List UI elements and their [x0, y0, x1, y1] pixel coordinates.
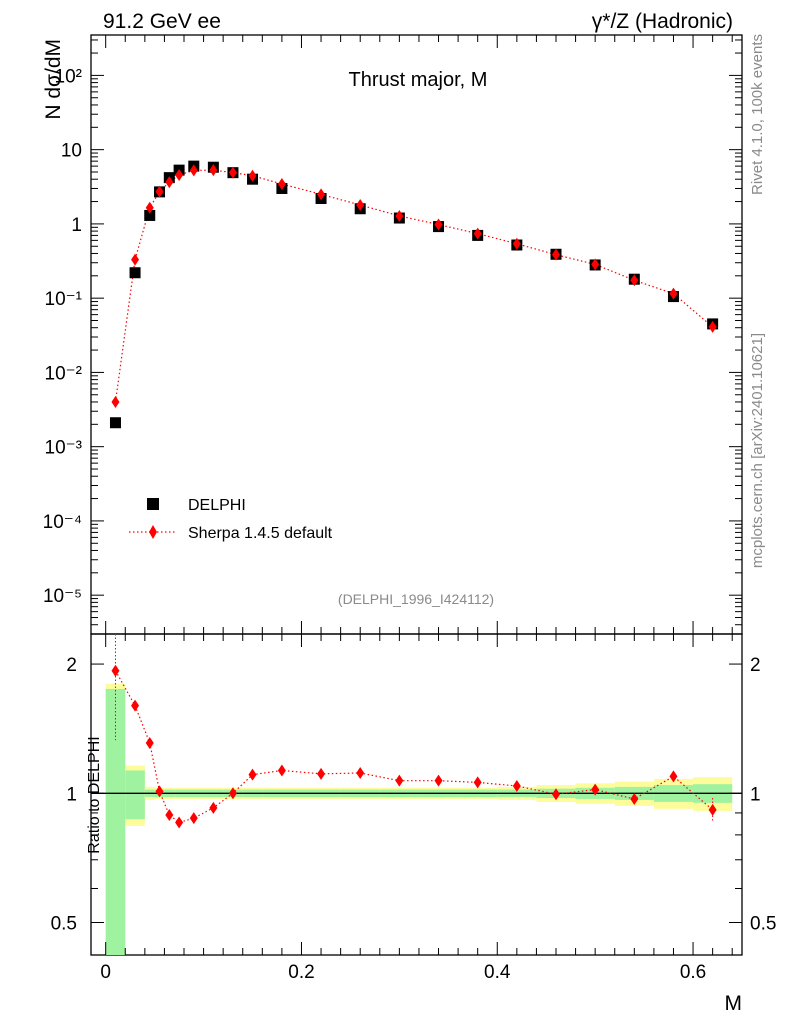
mcplots-label: mcplots.cern.ch [arXiv:2401.10621]	[749, 333, 766, 568]
ratio-mc-point	[669, 770, 678, 783]
mc-point	[473, 227, 482, 240]
ratio-mc-point	[248, 768, 257, 781]
stat-uncertainty-band	[125, 770, 145, 820]
ratio-y-tick-label-right: 1	[750, 784, 761, 805]
mc-point	[209, 164, 218, 177]
stat-uncertainty-band	[105, 688, 126, 955]
ratio-mc-point	[356, 766, 365, 779]
ratio-plot-panel: Ratio to DELPHI 0.5 0.5 1 1 2 2 0 0.2 0.4 0.6 M	[51, 633, 776, 1015]
ratio-mc-point	[189, 812, 198, 825]
ratio-mc-point	[145, 736, 154, 749]
main-y-tick-label: 10⁻¹	[45, 289, 83, 310]
mc-point	[228, 166, 237, 179]
x-tick-label: 0.2	[288, 962, 314, 983]
ratio-y-tick-label-left: 0.5	[51, 913, 77, 934]
mc-point	[317, 188, 326, 201]
main-y-axis-label: N dσ/dM	[42, 39, 65, 120]
ratio-mc-point	[155, 785, 164, 798]
data-point	[144, 209, 156, 221]
mc-point	[512, 237, 521, 250]
ratio-mc-point	[131, 699, 140, 712]
mc-point	[248, 169, 257, 182]
mc-point	[630, 274, 639, 287]
mc-point	[356, 198, 365, 211]
mc-point	[111, 395, 120, 408]
x-tick-label: 0.4	[484, 962, 511, 983]
ratio-mc-point	[111, 664, 120, 677]
main-y-tick-label: 10⁻⁴	[43, 512, 82, 533]
mc-point	[434, 218, 443, 231]
ratio-y-tick-label-right: 2	[750, 655, 761, 676]
ratio-mc-point	[630, 792, 639, 805]
ratio-mc-point	[591, 783, 600, 796]
main-frame	[90, 34, 743, 635]
mc-point	[395, 209, 404, 222]
data-point	[129, 267, 141, 279]
mc-point	[175, 169, 184, 182]
x-tick-label: 0	[100, 962, 111, 983]
analysis-tag: (DELPHI_1996_I424112)	[338, 591, 494, 607]
ratio-y-tick-label-left: 2	[66, 655, 77, 676]
mc-point	[669, 287, 678, 300]
mc-point	[277, 177, 286, 190]
mc-point	[165, 176, 174, 189]
legend: DELPHI Sherpa 1.4.5 default	[129, 497, 333, 542]
mc-point	[552, 248, 560, 261]
ratio-mc-point	[228, 787, 237, 800]
ratio-mc-point	[175, 816, 184, 829]
energy-label: 91.2 GeV ee	[103, 10, 221, 33]
x-tick-label: 0.6	[680, 962, 706, 983]
ratio-y-tick-label-right: 0.5	[750, 913, 776, 934]
rivet-label: Rivet 4.1.0, 100k events	[749, 34, 766, 195]
process-label: γ*/Z (Hadronic)	[592, 10, 733, 33]
legend-label-mc: Sherpa 1.4.5 default	[188, 525, 333, 542]
main-y-tick-label: 10	[61, 141, 82, 162]
main-y-tick-label: 1	[71, 215, 82, 236]
mc-point	[189, 164, 198, 177]
main-y-tick-label: 10²	[55, 66, 82, 87]
legend-marker-data	[147, 498, 159, 510]
ratio-mc-point	[434, 774, 443, 787]
data-point	[109, 417, 121, 429]
ratio-mc-point	[512, 779, 521, 792]
legend-label-data: DELPHI	[188, 497, 246, 514]
mc-point	[145, 201, 154, 214]
mc-point	[708, 320, 717, 333]
ratio-frame	[90, 633, 743, 956]
ratio-mc-point	[708, 803, 717, 816]
main-y-tick-label: 10⁻⁵	[43, 586, 82, 607]
plot-title: Thrust major, M	[349, 69, 488, 91]
ratio-mc-point	[209, 801, 218, 814]
mc-line	[114, 169, 714, 403]
ratio-mc-point	[277, 764, 286, 777]
x-axis-label: M	[725, 992, 743, 1015]
ratio-mc-point	[165, 809, 174, 822]
main-plot-panel: Thrust major, M N dσ/dM (DELPHI_1996_I42…	[42, 34, 743, 635]
mc-point	[155, 185, 164, 198]
legend-marker-mc	[149, 525, 157, 539]
ratio-mc-point	[317, 767, 326, 780]
mc-point	[131, 253, 140, 266]
main-y-tick-label: 10⁻²	[45, 363, 83, 384]
ratio-y-tick-label-left: 1	[66, 784, 77, 805]
ratio-mc-point	[395, 774, 404, 787]
ratio-y-axis-label: Ratio to DELPHI	[86, 736, 103, 853]
main-y-tick-label: 10⁻³	[45, 438, 83, 459]
ratio-mc-point	[473, 776, 482, 789]
mc-point	[591, 258, 600, 271]
ratio-mc-point	[552, 788, 560, 801]
